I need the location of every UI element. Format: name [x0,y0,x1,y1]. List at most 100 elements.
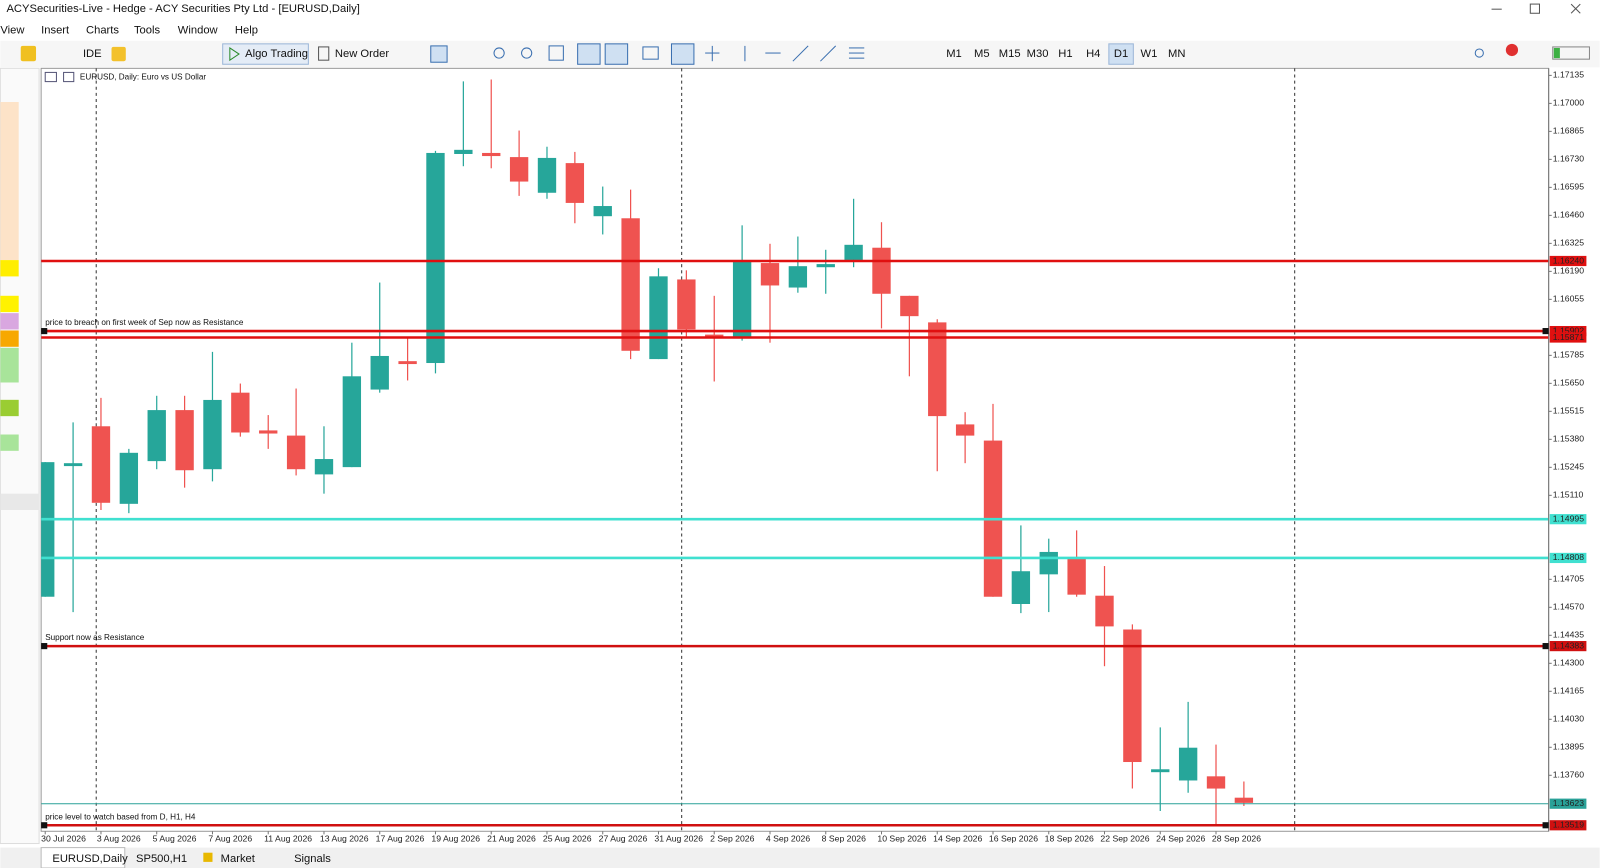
candle-body [1234,797,1254,803]
x-tick-label: 19 Aug 2026 [431,834,480,844]
price-tag-label: 1.14383 [1553,640,1584,650]
active-tab[interactable] [40,847,126,868]
tab[interactable]: Market [221,853,256,865]
candle-body [955,424,975,436]
toolbar-button[interactable]: Algo Trading [245,48,308,60]
candle-body [370,355,389,390]
axes: 1.17135 1.17000 1.16865 1.16730 1.16595 1.164… [41,68,1587,844]
level-anchor[interactable] [1542,328,1549,335]
candle-body [593,206,612,217]
timeframe-button[interactable]: M1 [946,48,962,60]
menu-item[interactable]: Charts [86,25,119,37]
candle-body [426,152,445,364]
x-tick-label: 3 Aug 2026 [97,834,141,844]
y-tick-label: 1.16865 [1553,126,1584,136]
menu-bar [0,20,1600,40]
candle-body [760,263,780,286]
price-tag [1549,255,1587,267]
tab[interactable]: Signals [294,853,331,865]
level-annotation: Support now as Resistance [45,633,145,642]
x-tick-label: 10 Sep 2026 [877,834,926,844]
candle-body [286,435,306,470]
x-tick-label: 17 Aug 2026 [376,834,425,844]
price-tag-label: 1.15902 [1553,325,1584,335]
price-tag-label: 1.13623 [1553,798,1584,808]
candle-body [147,410,166,462]
level-anchor[interactable] [41,822,48,829]
menu-item[interactable]: Insert [41,25,70,37]
timeframe-button[interactable]: H4 [1086,48,1100,60]
notification-badge[interactable] [1505,43,1519,57]
timeframe-button[interactable]: W1 [1141,48,1158,60]
timeframe-button[interactable]: M30 [1027,48,1049,60]
y-tick-label: 1.14435 [1553,630,1584,640]
level-annotation: price to breach on first week of Sep now… [45,318,244,327]
menu-item[interactable]: View [0,25,25,37]
candle-body [509,157,529,182]
level-anchor[interactable] [41,643,48,650]
tab[interactable]: EURUSD,Daily [52,853,128,865]
chart-area [40,67,1550,832]
tool-icons[interactable] [430,43,1484,65]
candle-body [705,334,724,337]
candle-body [677,279,696,330]
timeframe-button[interactable]: M5 [974,48,990,60]
y-tick-label: 1.17000 [1553,98,1584,108]
level-annotation: price level to watch based from D, H1, H… [45,812,196,821]
level-anchor[interactable] [1542,643,1549,650]
candle-body [41,462,55,597]
candle-body [482,152,501,157]
tab[interactable]: SP500,H1 [136,853,187,865]
y-tick-label: 1.14705 [1553,574,1584,584]
price-tag [1549,552,1587,564]
timeframe-button[interactable]: M15 [999,48,1021,60]
x-tick-label: 4 Sep 2026 [766,834,810,844]
x-tick-label: 21 Aug 2026 [487,834,536,844]
window-controls[interactable] [1491,3,1581,14]
algo-trading-button[interactable] [222,43,309,65]
x-tick-label: 5 Aug 2026 [153,834,197,844]
signal-meter [1552,46,1590,60]
lock-icon [203,852,213,862]
icon[interactable] [20,45,37,62]
price-tag-label: 1.15871 [1553,332,1584,342]
price-tag [1549,332,1587,343]
x-tick-label: 16 Sep 2026 [989,834,1038,844]
price-tag [1549,798,1587,809]
x-tick-label: 28 Sep 2026 [1212,834,1261,844]
candle-body [314,459,334,475]
candle-body [119,452,139,504]
tabs: EURUSD,Daily SP500,H1 Market Signals [52,853,331,865]
y-tick-label: 1.13760 [1553,770,1584,780]
price-tag-label: 1.14808 [1553,552,1584,562]
plot [41,79,1549,827]
x-tick-label: 27 Aug 2026 [599,834,648,844]
candle-body [1095,595,1114,627]
menu-item[interactable]: Help [235,25,258,37]
signal-level [1553,47,1560,59]
y-tick-label: 1.16460 [1553,210,1584,220]
chart-icon [44,71,57,83]
menu-item[interactable]: Window [178,25,219,37]
toolbar-button[interactable]: New Order [335,48,389,60]
price-tag [1549,640,1587,652]
x-tick-label: 18 Sep 2026 [1045,834,1094,844]
y-tick-label: 1.16595 [1553,182,1584,192]
icon[interactable] [111,46,126,62]
y-tick-label: 1.15245 [1553,462,1584,472]
menu: View Insert Charts Tools Window Help [0,25,258,37]
candle-body [900,295,919,317]
price-tag [1549,820,1587,831]
active-timeframe[interactable] [1108,43,1134,65]
icon [318,46,330,61]
candle-body [175,410,194,471]
timeframe-button[interactable]: MN [1168,48,1185,60]
x-tick-label: 13 Aug 2026 [320,834,369,844]
level-anchor[interactable] [41,328,48,335]
toolbar-button[interactable]: IDE [83,48,102,60]
y-tick-label: 1.16325 [1553,238,1584,248]
timeframe-button[interactable]: D1 [1114,48,1128,60]
menu-item[interactable]: Tools [134,25,161,37]
level-anchor[interactable] [1542,822,1549,829]
timeframe-button[interactable]: H1 [1058,48,1072,60]
